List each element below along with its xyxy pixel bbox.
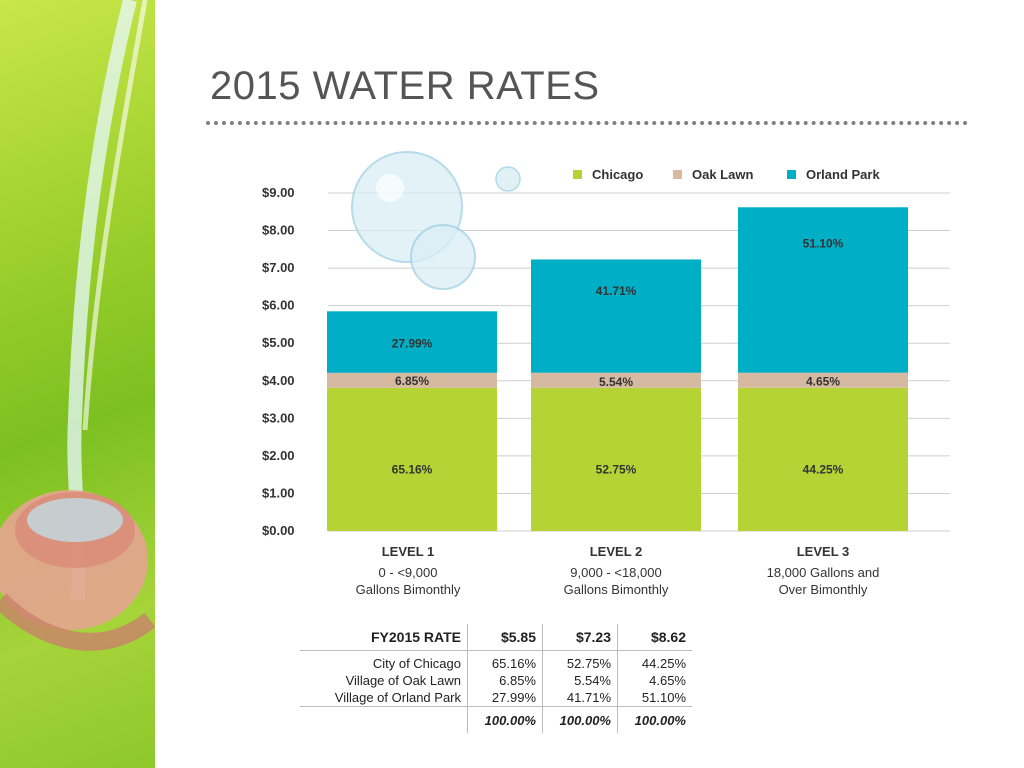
chart-bar-labels: 65.16% 6.85% 27.99% 52.75% 5.54% 41.71% 44.25%… — [392, 237, 844, 477]
y-tick-label: $3.00 — [262, 410, 295, 425]
row-label-orland-park: Village of Orland Park — [334, 690, 461, 705]
table-cell: 52.75% — [542, 650, 618, 672]
decorative-bubbles — [351, 151, 521, 290]
data-label: 52.75% — [596, 462, 637, 476]
y-tick-label: $2.00 — [262, 448, 295, 463]
y-tick-label: $6.00 — [262, 298, 295, 313]
y-tick-label: $9.00 — [262, 185, 295, 200]
table-total-row: 100.00% 100.00% 100.00% — [300, 706, 692, 733]
legend-swatch — [673, 170, 682, 179]
table-cell: 44.25% — [617, 650, 692, 672]
water-stream-illustration — [0, 0, 155, 651]
level-1-period: Gallons Bimonthly — [355, 582, 461, 597]
level-2-name: LEVEL 2 — [589, 544, 643, 559]
chart-bars — [327, 207, 908, 531]
stacked-bar-chart: $0.00 $1.00 $2.00 $3.00 $4.00 $5.00 $6.00 $7.00… — [262, 151, 950, 538]
data-label: 51.10% — [803, 237, 844, 251]
chart-legend: Chicago Oak Lawn Orland Park — [573, 167, 880, 182]
total-cell: 100.00% — [542, 706, 618, 733]
data-label: 27.99% — [392, 336, 433, 350]
total-cell: 100.00% — [617, 706, 692, 733]
level-3-range: 18,000 Gallons and — [766, 565, 880, 580]
row-label-oak-lawn: Village of Oak Lawn — [345, 673, 461, 688]
rate-level-1: $5.85 — [467, 624, 543, 651]
bar-segment — [738, 372, 908, 388]
y-tick-label: $1.00 — [262, 485, 295, 500]
rate-table-header-label: FY2015 RATE — [300, 624, 468, 651]
rate-level-3: $8.62 — [617, 624, 692, 651]
bar-segment — [531, 259, 701, 373]
legend-label: Chicago — [592, 167, 643, 182]
bar-segment — [327, 311, 497, 373]
level-3-caption: LEVEL 3 18,000 Gallons and Over Bimonthl… — [733, 543, 913, 598]
legend-swatch — [787, 170, 796, 179]
title-divider — [206, 121, 968, 125]
rate-table: FY2015 RATE $5.85 $7.23 $8.62 City of Ch… — [300, 624, 692, 733]
y-tick-label: $0.00 — [262, 523, 295, 538]
slide-title: 2015 WATER RATES — [210, 64, 600, 108]
level-2-period: Gallons Bimonthly — [563, 582, 669, 597]
table-cell: 51.10% — [617, 689, 692, 707]
table-cell: 41.71% — [542, 689, 618, 707]
bar-segment — [738, 387, 908, 531]
rate-table-header-row: FY2015 RATE $5.85 $7.23 $8.62 — [300, 624, 692, 651]
data-label: 6.85% — [395, 374, 429, 388]
rate-level-2: $7.23 — [542, 624, 618, 651]
y-tick-label: $5.00 — [262, 335, 295, 350]
level-2-range: 9,000 - <18,000 — [570, 565, 662, 580]
row-label-chicago: City of Chicago — [372, 656, 461, 671]
total-cell: 100.00% — [467, 706, 543, 733]
water-hands-photo — [0, 0, 155, 768]
level-3-period: Over Bimonthly — [778, 582, 868, 597]
bar-segment — [738, 207, 908, 373]
table-row: Village of Oak Lawn 6.85% 5.54% 4.65% — [300, 672, 692, 689]
bar-segment — [531, 372, 701, 388]
data-label: 5.54% — [599, 375, 633, 389]
table-cell: 4.65% — [617, 672, 692, 689]
table-row: City of Chicago 65.16% 52.75% 44.25% — [300, 650, 692, 672]
y-tick-label: $4.00 — [262, 373, 295, 388]
data-label: 65.16% — [392, 462, 433, 476]
table-row: Village of Orland Park 27.99% 41.71% 51.… — [300, 689, 692, 707]
y-axis: $0.00 $1.00 $2.00 $3.00 $4.00 $5.00 $6.00 $7.00… — [262, 185, 295, 538]
bar-segment — [531, 387, 701, 531]
level-1-range: 0 - <9,000 — [378, 565, 438, 580]
level-1-caption: LEVEL 1 0 - <9,000 Gallons Bimonthly — [318, 543, 498, 598]
legend-label: Orland Park — [806, 167, 880, 182]
level-2-caption: LEVEL 2 9,000 - <18,000 Gallons Bimonthl… — [526, 543, 706, 598]
legend-label: Oak Lawn — [692, 167, 753, 182]
total-row-label — [300, 706, 468, 733]
data-label: 41.71% — [596, 284, 637, 298]
bar-segment — [327, 372, 497, 388]
y-tick-label: $7.00 — [262, 260, 295, 275]
table-cell: 6.85% — [467, 672, 543, 689]
legend-swatch — [573, 170, 582, 179]
level-3-name: LEVEL 3 — [796, 544, 850, 559]
table-cell: 27.99% — [467, 689, 543, 707]
data-label: 44.25% — [803, 462, 844, 476]
y-tick-label: $8.00 — [262, 223, 295, 238]
level-1-name: LEVEL 1 — [381, 544, 435, 559]
table-cell: 5.54% — [542, 672, 618, 689]
table-cell: 65.16% — [467, 650, 543, 672]
data-label: 4.65% — [806, 375, 840, 389]
bar-segment — [327, 387, 497, 531]
